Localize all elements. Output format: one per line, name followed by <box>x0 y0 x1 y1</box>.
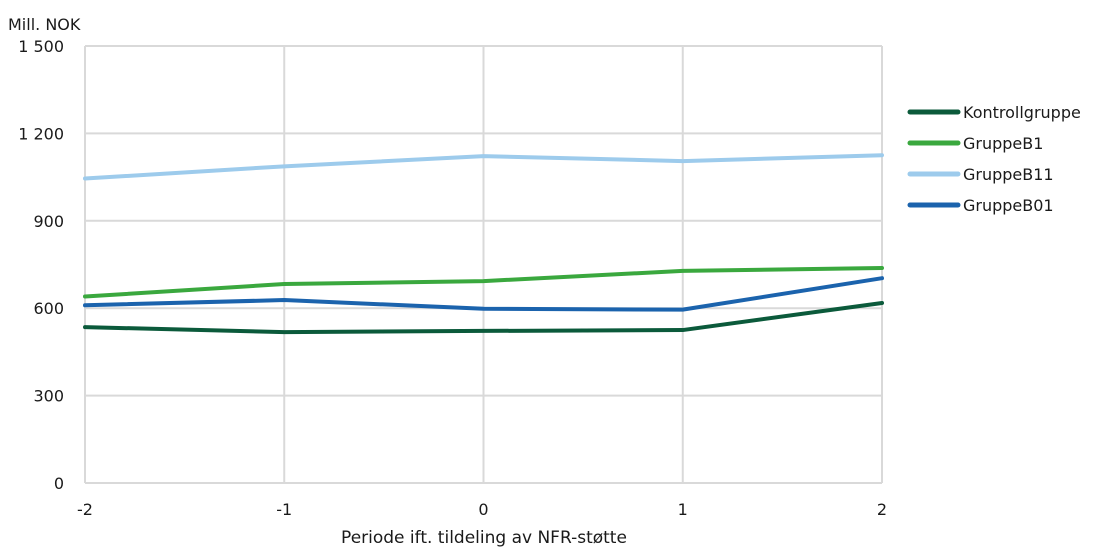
series-line-kontrollgruppe <box>83 300 884 335</box>
legend-label: Kontrollgruppe <box>963 103 1081 122</box>
y-axis-ticks: 0 300 600 900 1 200 1 500 <box>18 37 64 493</box>
x-tick-label: -2 <box>77 500 93 519</box>
grid <box>84 45 883 484</box>
x-axis-title: Periode ift. tildeling av NFR-støtte <box>341 528 627 548</box>
y-axis-title: Mill. NOK <box>8 15 81 34</box>
x-tick-label: 0 <box>478 500 488 519</box>
x-tick-label: 2 <box>877 500 887 519</box>
series-line-gruppeb01 <box>83 276 884 312</box>
x-tick-label: -1 <box>276 500 292 519</box>
x-axis-ticks: -2 -1 0 1 2 <box>77 500 887 519</box>
y-tick-label: 1 200 <box>18 124 64 143</box>
legend-label: GruppeB1 <box>963 134 1043 153</box>
legend: Kontrollgruppe GruppeB1 GruppeB11 GruppeB01 <box>907 103 1081 215</box>
series-lines <box>83 153 884 335</box>
y-tick-label: 900 <box>33 212 64 231</box>
y-tick-label: 300 <box>33 387 64 406</box>
legend-label: GruppeB11 <box>963 165 1054 184</box>
x-tick-label: 1 <box>678 500 688 519</box>
y-tick-label: 0 <box>54 474 64 493</box>
series-line-gruppeb11 <box>83 153 884 181</box>
y-tick-label: 600 <box>33 299 64 318</box>
y-tick-label: 1 500 <box>18 37 64 56</box>
legend-label: GruppeB01 <box>963 196 1054 215</box>
series-line-gruppeb1 <box>83 265 884 299</box>
